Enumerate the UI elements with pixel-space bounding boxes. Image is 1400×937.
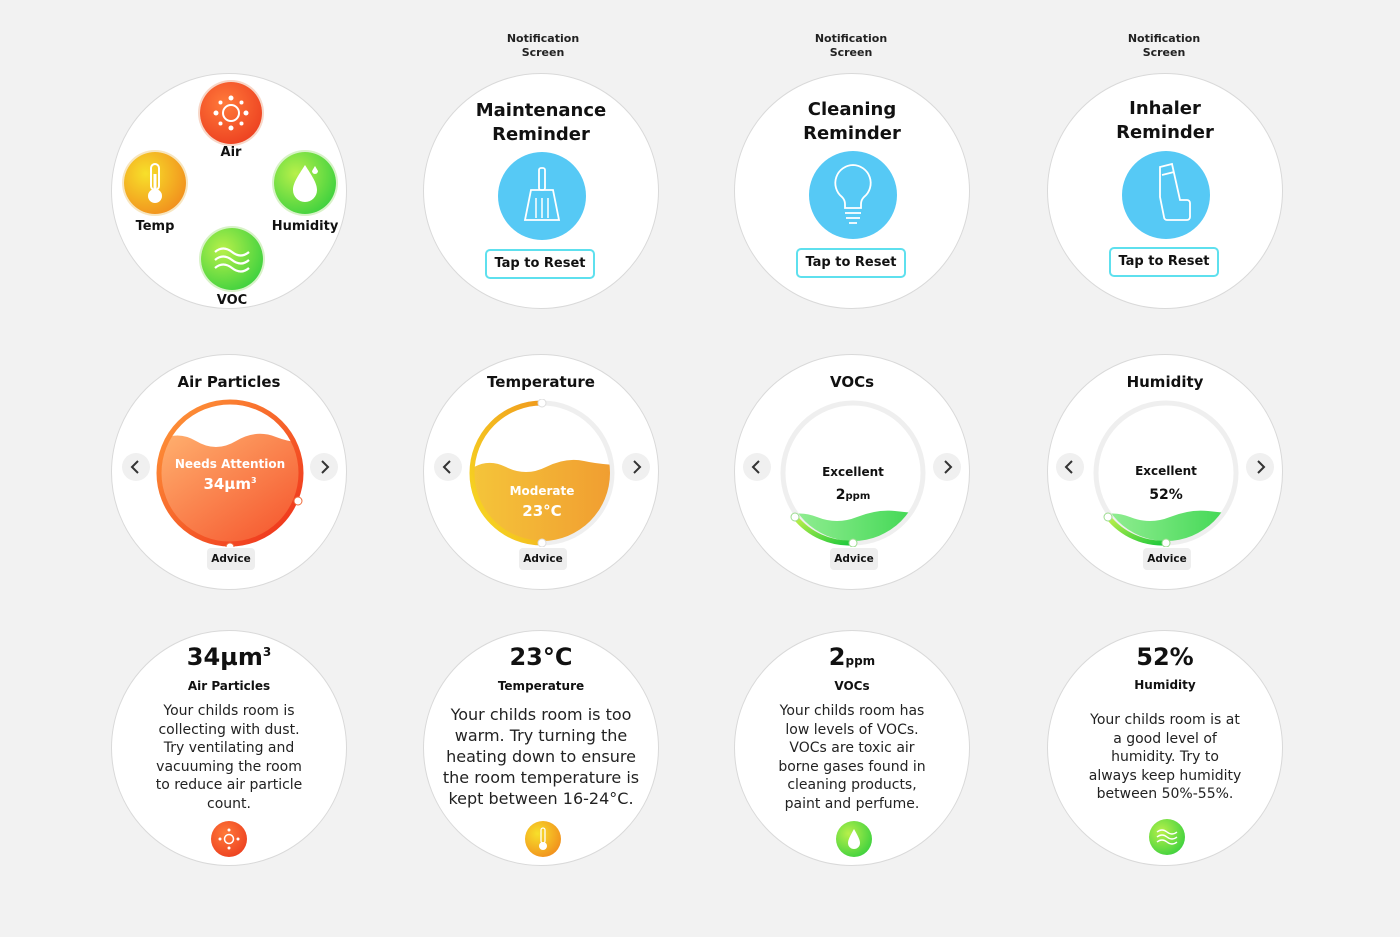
air-label: Air bbox=[220, 145, 242, 160]
detail-description: Your childs room is too warm. Try turning… bbox=[442, 705, 640, 808]
prev-arrow-button[interactable] bbox=[1056, 453, 1084, 481]
prev-arrow-button[interactable] bbox=[122, 453, 150, 481]
inhaler-icon bbox=[1122, 151, 1210, 239]
gauge-status: Needs Attention bbox=[174, 457, 286, 471]
advice-button[interactable]: Advice bbox=[207, 548, 255, 570]
detail-name: Air Particles bbox=[187, 679, 271, 693]
gauge-title: Temperature bbox=[487, 373, 595, 391]
detail-value: 34µm3 bbox=[186, 643, 272, 671]
water-drop-icon bbox=[836, 821, 872, 857]
chevron-right-icon bbox=[944, 460, 953, 474]
air-particles-gauge bbox=[156, 399, 304, 547]
next-arrow-button[interactable] bbox=[933, 453, 961, 481]
broom-icon bbox=[498, 152, 586, 240]
air-button[interactable] bbox=[200, 82, 262, 144]
air-particles-gauge-screen: Air Particles Needs Attention 34µm3 Advi… bbox=[111, 354, 347, 590]
detail-name: Humidity bbox=[1134, 678, 1196, 692]
waves-icon bbox=[214, 247, 250, 273]
thermometer-icon bbox=[148, 163, 162, 203]
chevron-left-icon bbox=[751, 460, 760, 474]
prev-arrow-button[interactable] bbox=[743, 453, 771, 481]
reminder-title: Inhaler Reminder bbox=[1116, 98, 1214, 143]
temp-button[interactable] bbox=[124, 152, 186, 214]
detail-name: Temperature bbox=[497, 679, 585, 693]
waves-icon bbox=[1149, 819, 1185, 855]
chevron-left-icon bbox=[1064, 460, 1073, 474]
detail-description: Your childs room has low levels of VOCs. V… bbox=[778, 703, 926, 812]
gauge-status: Excellent bbox=[1135, 464, 1197, 478]
vocs-gauge bbox=[780, 400, 926, 547]
advice-button[interactable]: Advice bbox=[519, 548, 567, 570]
voc-label: VOC bbox=[216, 293, 248, 308]
chevron-left-icon bbox=[130, 460, 139, 474]
home-watch-screen: Air Temp Humidity VOC bbox=[111, 73, 347, 309]
detail-value: 2ppm bbox=[828, 643, 876, 671]
gauge-value: 52% bbox=[1149, 487, 1183, 503]
temp-label: Temp bbox=[135, 219, 175, 234]
humidity-gauge-screen: Humidity Excellent 52% Advice bbox=[1047, 354, 1283, 590]
humidity-gauge bbox=[1093, 400, 1239, 547]
gauge-value: 2ppm bbox=[835, 487, 871, 503]
cleaning-reminder-screen: Cleaning Reminder Tap to Reset bbox=[734, 73, 970, 309]
air-particles-detail-screen: 34µm3 Air Particles Your childs room is c… bbox=[111, 630, 347, 866]
detail-name: VOCs bbox=[834, 679, 870, 693]
detail-description: Your childs room is collecting with dust.… bbox=[155, 703, 303, 812]
chevron-right-icon bbox=[633, 460, 642, 474]
humidity-button[interactable] bbox=[274, 152, 336, 214]
gauge-title: VOCs bbox=[829, 373, 875, 391]
next-arrow-button[interactable] bbox=[622, 453, 650, 481]
gauge-status: Excellent bbox=[822, 465, 884, 479]
gauge-title: Humidity bbox=[1126, 373, 1204, 391]
air-particles-icon bbox=[213, 95, 249, 131]
chevron-right-icon bbox=[321, 460, 330, 474]
light-bulb-icon bbox=[809, 151, 897, 239]
tap-to-reset-button[interactable]: Tap to Reset bbox=[1109, 247, 1219, 277]
prev-arrow-button[interactable] bbox=[434, 453, 462, 481]
advice-button[interactable]: Advice bbox=[830, 548, 878, 570]
temperature-detail-screen: 23°C Temperature Your childs room is too… bbox=[423, 630, 659, 866]
detail-value: 52% bbox=[1136, 643, 1194, 671]
next-arrow-button[interactable] bbox=[1246, 453, 1274, 481]
vocs-detail-screen: 2ppm VOCs Your childs room has low levels… bbox=[734, 630, 970, 866]
gauge-title: Air Particles bbox=[177, 373, 281, 391]
detail-description: Your childs room is at a good level of hum… bbox=[1088, 712, 1242, 802]
reminder-title: Maintenance Reminder bbox=[475, 100, 607, 145]
notification-screen-label: Notification Screen bbox=[1127, 32, 1201, 59]
inhaler-reminder-screen: Inhaler Reminder Tap to Reset bbox=[1047, 73, 1283, 309]
temperature-gauge bbox=[469, 399, 615, 547]
tap-to-reset-button[interactable]: Tap to Reset bbox=[485, 249, 595, 279]
next-arrow-button[interactable] bbox=[310, 453, 338, 481]
chevron-right-icon bbox=[1257, 460, 1266, 474]
gauge-value: 23°C bbox=[522, 502, 562, 520]
gauge-status: Moderate bbox=[509, 484, 575, 498]
vocs-gauge-screen: VOCs Excellent 2ppm Advice bbox=[734, 354, 970, 590]
tap-to-reset-button[interactable]: Tap to Reset bbox=[796, 248, 906, 278]
voc-button[interactable] bbox=[201, 228, 263, 290]
humidity-detail-screen: 52% Humidity Your childs room is at a goo… bbox=[1047, 630, 1283, 866]
chevron-left-icon bbox=[442, 460, 451, 474]
gauge-value: 34µm3 bbox=[203, 475, 257, 493]
thermometer-icon bbox=[525, 821, 561, 857]
water-drop-icon bbox=[293, 165, 318, 202]
notification-screen-label: Notification Screen bbox=[814, 32, 888, 59]
reminder-title: Cleaning Reminder bbox=[803, 99, 901, 144]
humidity-label: Humidity bbox=[271, 219, 339, 234]
air-particles-icon bbox=[211, 821, 247, 857]
temperature-gauge-screen: Temperature Moderate 23°C Advice bbox=[423, 354, 659, 590]
maintenance-reminder-screen: Maintenance Reminder Tap to Reset bbox=[423, 73, 659, 309]
notification-screen-label: Notification Screen bbox=[506, 32, 580, 59]
detail-value: 23°C bbox=[509, 643, 573, 671]
advice-button[interactable]: Advice bbox=[1143, 548, 1191, 570]
